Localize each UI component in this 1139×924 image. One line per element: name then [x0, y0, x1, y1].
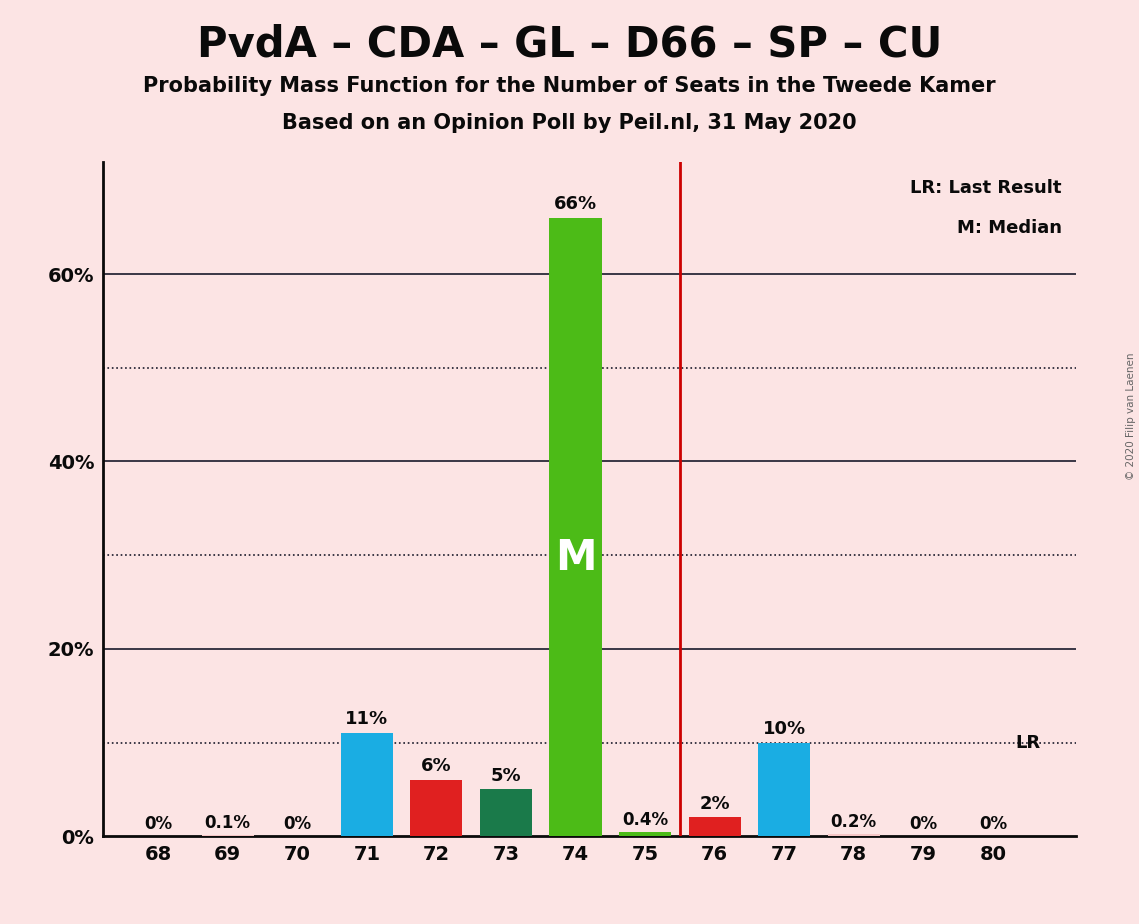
Bar — [410, 780, 462, 836]
Text: PvdA – CDA – GL – D66 – SP – CU: PvdA – CDA – GL – D66 – SP – CU — [197, 23, 942, 65]
Bar — [202, 835, 254, 836]
Text: 66%: 66% — [554, 195, 597, 213]
Text: Probability Mass Function for the Number of Seats in the Tweede Kamer: Probability Mass Function for the Number… — [144, 76, 995, 96]
Text: 11%: 11% — [345, 711, 388, 728]
Text: 0.2%: 0.2% — [830, 812, 877, 831]
Bar — [759, 743, 810, 836]
Text: LR: Last Result: LR: Last Result — [910, 178, 1062, 197]
Text: © 2020 Filip van Laenen: © 2020 Filip van Laenen — [1126, 352, 1136, 480]
Text: 10%: 10% — [763, 720, 805, 738]
Text: LR: LR — [1015, 734, 1040, 751]
Bar — [480, 789, 532, 836]
Text: 0%: 0% — [284, 815, 311, 833]
Text: 0%: 0% — [145, 815, 172, 833]
Text: 0%: 0% — [909, 815, 937, 833]
Bar — [341, 733, 393, 836]
Bar — [549, 218, 601, 836]
Text: 0%: 0% — [978, 815, 1007, 833]
Text: Based on an Opinion Poll by Peil.nl, 31 May 2020: Based on an Opinion Poll by Peil.nl, 31 … — [282, 113, 857, 133]
Text: 5%: 5% — [491, 767, 522, 784]
Bar — [689, 818, 740, 836]
Text: 2%: 2% — [699, 795, 730, 813]
Text: 6%: 6% — [421, 758, 452, 775]
Text: M: M — [555, 537, 597, 579]
Text: 0.4%: 0.4% — [622, 810, 669, 829]
Bar — [618, 833, 671, 836]
Bar — [828, 834, 879, 836]
Text: M: Median: M: Median — [957, 219, 1062, 237]
Text: 0.1%: 0.1% — [205, 813, 251, 832]
